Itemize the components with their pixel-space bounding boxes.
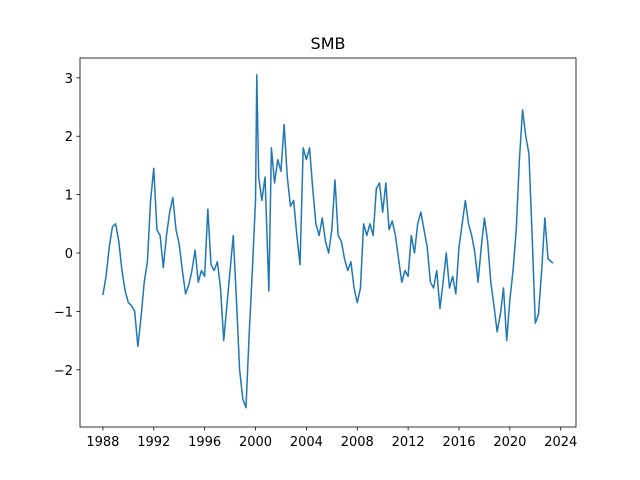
x-tick-label: 1996 <box>188 435 221 450</box>
data-line <box>102 74 554 409</box>
y-tick-label: −1 <box>54 305 73 320</box>
y-tick-label: 3 <box>65 72 73 87</box>
axes-frame <box>79 57 577 428</box>
x-tick-label: 1992 <box>137 435 170 450</box>
x-tick-label: 2004 <box>290 435 323 450</box>
y-tick-label: 2 <box>65 130 73 145</box>
y-tick-label: 1 <box>65 189 73 204</box>
chart-title: SMB <box>311 34 346 53</box>
x-tick-label: 2016 <box>442 435 475 450</box>
y-tick-label: −2 <box>54 364 73 379</box>
x-tick-label: 2012 <box>392 435 425 450</box>
x-tick-label: 2008 <box>341 435 374 450</box>
x-tick-label: 2024 <box>544 435 577 450</box>
x-tick-label: 2000 <box>239 435 272 450</box>
y-tick-label: 0 <box>65 247 73 262</box>
x-tick-label: 1988 <box>86 435 119 450</box>
x-tick-label: 2020 <box>493 435 526 450</box>
